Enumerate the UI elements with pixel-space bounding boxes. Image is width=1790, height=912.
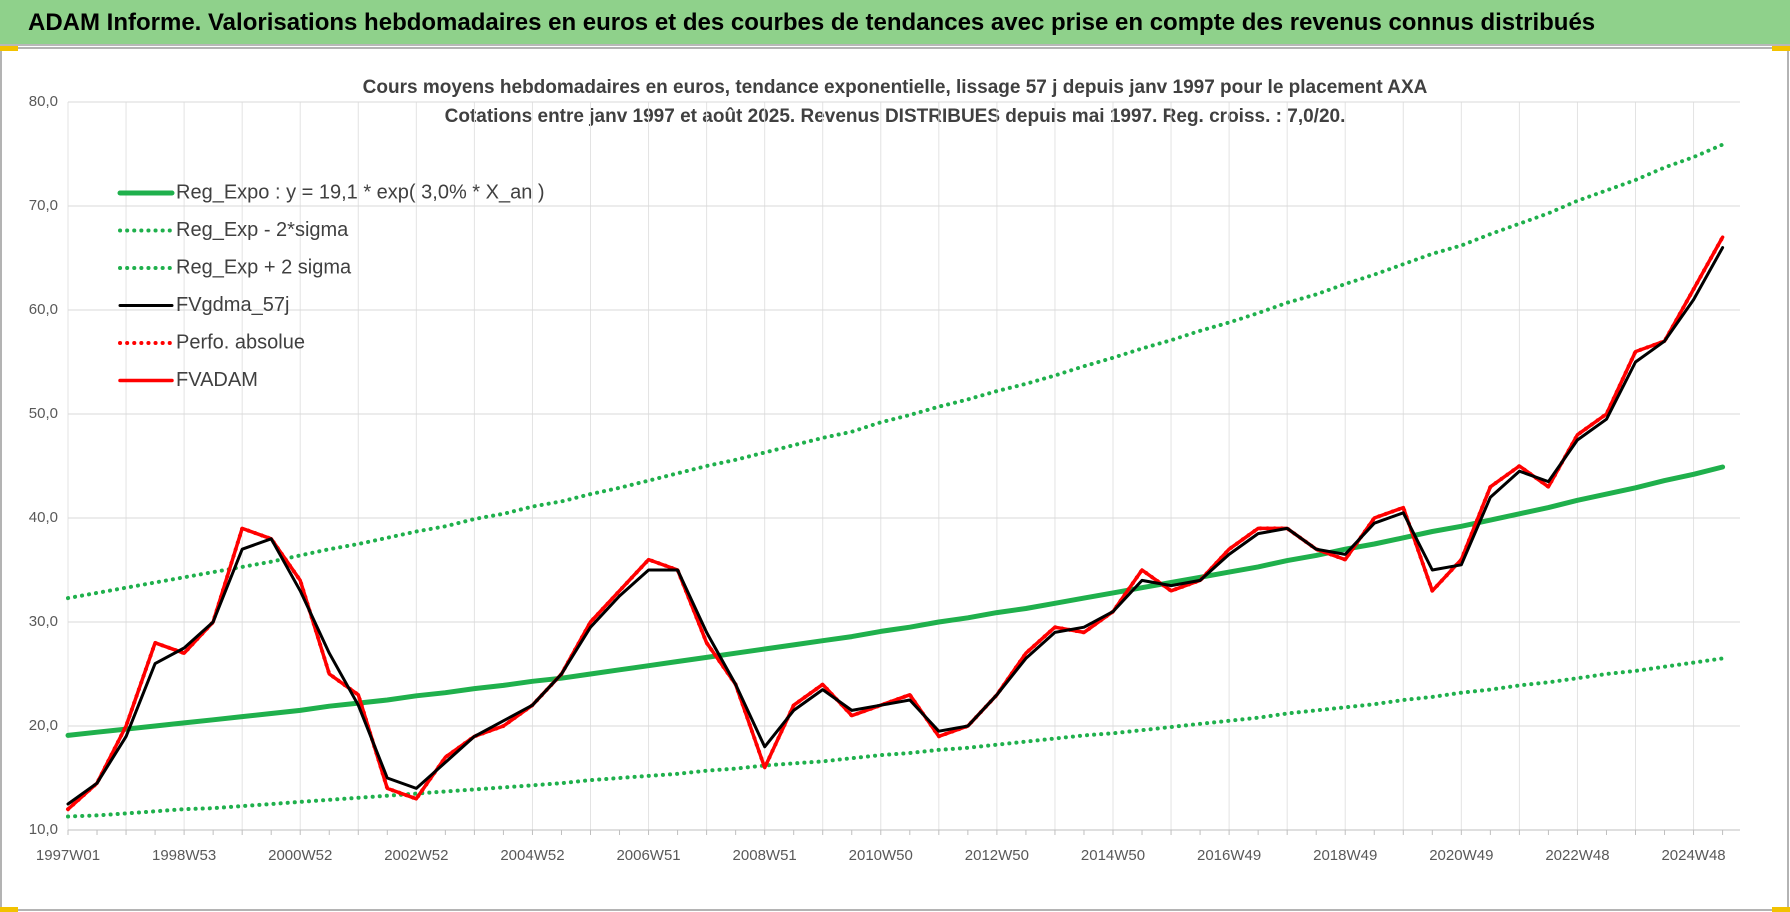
y-tick-label: 20,0 [29, 717, 58, 734]
y-tick-label: 30,0 [29, 613, 58, 630]
legend-label: Reg_Exp - 2*sigma [176, 219, 349, 241]
series-line [65, 464, 1726, 738]
x-tick-label: 1997W01 [36, 847, 100, 864]
header-title: ADAM Informe. Valorisations hebdomadaire… [28, 9, 1596, 36]
corner-mark [0, 907, 18, 912]
chart: Cours moyens hebdomadaires en euros, ten… [0, 46, 1790, 912]
legend-label: FVgdma_57j [176, 294, 289, 316]
x-tick-label: 2020W49 [1429, 847, 1493, 864]
x-tick-label: 2008W51 [733, 847, 797, 864]
x-tick-label: 2014W50 [1081, 847, 1145, 864]
legend-label: Reg_Exp + 2 sigma [176, 256, 352, 278]
y-tick-label: 60,0 [29, 301, 58, 318]
legend-label: Perfo. absolue [176, 331, 305, 353]
chart-subtitle: Cotations entre janv 1997 et août 2025. … [445, 106, 1346, 127]
corner-mark [1772, 46, 1790, 51]
x-tick-label: 2018W49 [1313, 847, 1377, 864]
corner-mark [0, 46, 18, 51]
y-tick-label: 70,0 [29, 197, 58, 214]
x-tick-label: 2016W49 [1197, 847, 1261, 864]
x-tick-label: 2022W48 [1545, 847, 1609, 864]
y-tick-label: 40,0 [29, 509, 58, 526]
chart-frame [0, 47, 1789, 911]
series-line [66, 235, 1725, 811]
x-tick-label: 2004W52 [500, 847, 564, 864]
legend-label: Reg_Expo : y = 19,1 * exp( 3,0% * X_an ) [176, 181, 545, 203]
x-tick-label: 2002W52 [384, 847, 448, 864]
header-bar: ADAM Informe. Valorisations hebdomadaire… [0, 0, 1790, 46]
y-tick-label: 80,0 [29, 93, 58, 110]
y-tick-label: 10,0 [29, 821, 58, 838]
series-line [66, 656, 1725, 819]
x-tick-label: 1998W53 [152, 847, 216, 864]
series-line [66, 246, 1725, 806]
y-tick-label: 50,0 [29, 405, 58, 422]
x-tick-label: 2010W50 [849, 847, 913, 864]
legend-label: FVADAM [176, 369, 258, 391]
x-tick-label: 2000W52 [268, 847, 332, 864]
chart-title: Cours moyens hebdomadaires en euros, ten… [363, 77, 1428, 98]
corner-mark [1772, 907, 1790, 912]
x-tick-label: 2006W51 [616, 847, 680, 864]
x-tick-label: 2012W50 [965, 847, 1029, 864]
x-tick-label: 2024W48 [1661, 847, 1725, 864]
